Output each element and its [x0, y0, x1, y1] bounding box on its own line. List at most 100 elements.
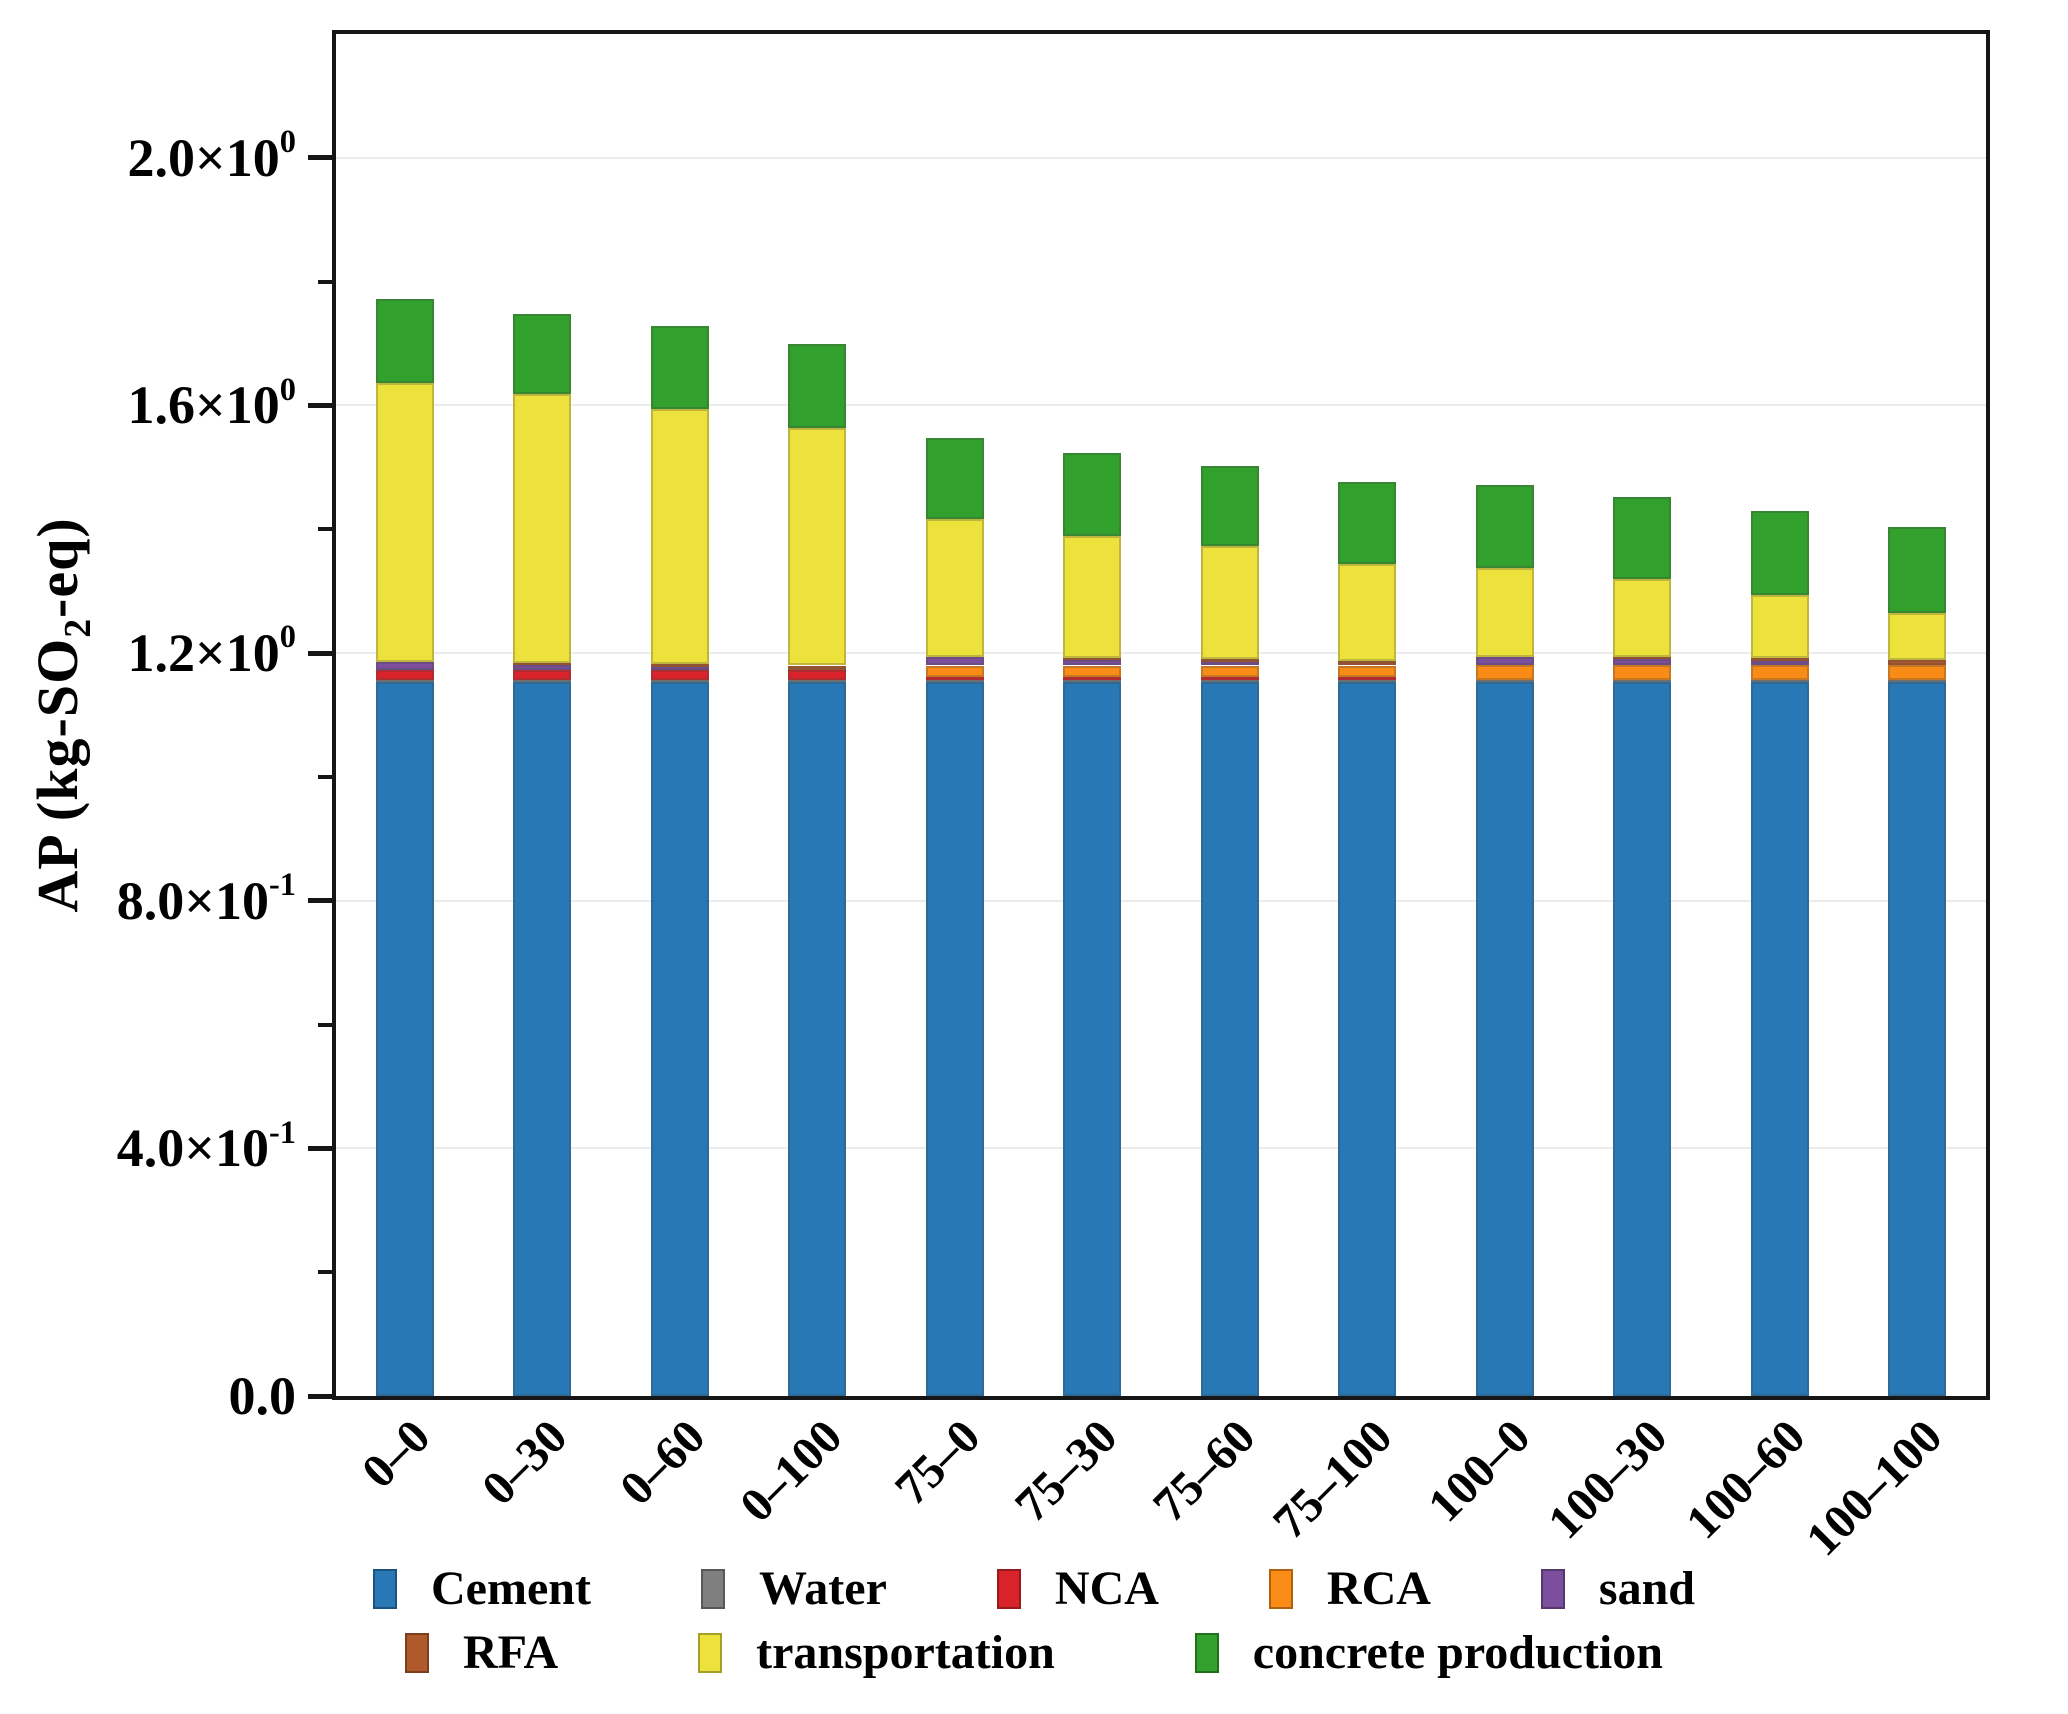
bar-segment-cement — [1338, 681, 1397, 1396]
bar-segment-cement — [375, 681, 434, 1396]
bar-segment-concrete-production — [1613, 497, 1672, 579]
bar-segment-rca — [1613, 664, 1672, 681]
bar-segment-nca — [1200, 677, 1259, 681]
legend: Cement Water NCA RCA sand RFA transportation co… — [0, 1565, 2068, 1677]
bar-segment-concrete-production — [1888, 526, 1947, 613]
legend-label: RFA — [463, 1626, 559, 1679]
bar-segment-sand — [375, 662, 434, 671]
bar-segment-concrete-production — [650, 326, 709, 409]
rca-swatch-icon — [1268, 1569, 1293, 1609]
bar-segment-concrete-production — [1475, 485, 1534, 568]
x-tick-label: 0–60 — [609, 1409, 716, 1516]
bar-segment-rca — [925, 665, 984, 678]
y-minor-tick — [318, 527, 332, 532]
y-tick-label: 1.2×100 — [127, 619, 296, 684]
x-tick-label: 75–100 — [1263, 1409, 1403, 1550]
bar-segment-transportation — [375, 382, 434, 663]
legend-item-transportation: transportation — [698, 1629, 1055, 1677]
bar-segment-rca — [1200, 665, 1259, 678]
bar-segment-transportation — [1338, 563, 1397, 661]
bar-segment-water — [513, 680, 572, 682]
bar-segment-sand — [1475, 656, 1534, 665]
bar-segment-water — [1475, 680, 1534, 682]
x-tick-label: 100–0 — [1417, 1409, 1541, 1533]
legend-row: Cement Water NCA RCA sand — [373, 1565, 1695, 1613]
bar-segment-cement — [1750, 681, 1809, 1396]
legend-item-water: Water — [700, 1565, 887, 1613]
legend-item-rca: RCA — [1268, 1562, 1431, 1615]
bar-segment-cement — [1200, 681, 1259, 1396]
bar-segment-cement — [650, 681, 709, 1396]
bar-segment-water — [1613, 680, 1672, 682]
bar-segment-transportation — [513, 393, 572, 663]
bar-segment-water — [1750, 680, 1809, 682]
bar-segment-concrete-production — [1750, 511, 1809, 595]
legend-label: RCA — [1326, 1562, 1431, 1615]
y-major-tick — [308, 155, 332, 161]
bar-segment-cement — [1475, 681, 1534, 1396]
bar-segment-water — [1888, 680, 1947, 682]
bar-segment-transportation — [1750, 594, 1809, 659]
bar-segment-sand — [650, 666, 709, 671]
y-tick-label: 2.0×100 — [127, 123, 296, 188]
bar-segment-water — [375, 680, 434, 682]
bar-segment-sand — [1200, 661, 1259, 666]
bar-segment-concrete-production — [513, 313, 572, 394]
bar-segment-water — [925, 680, 984, 682]
bar-segment-concrete-production — [1063, 452, 1122, 537]
bar-segment-rfa — [1750, 658, 1809, 662]
bar-segment-nca — [788, 670, 847, 681]
bar-segment-concrete-production — [1338, 482, 1397, 564]
gridline — [336, 899, 1986, 902]
gridline — [336, 1147, 1986, 1150]
y-major-tick — [308, 1145, 332, 1151]
y-tick-label: 8.0×10-1 — [116, 866, 296, 931]
x-tick-label: 100–100 — [1796, 1409, 1953, 1567]
x-tick-label: 75–0 — [884, 1409, 991, 1516]
y-axis-title-subscript: 2 — [56, 617, 99, 638]
y-axis-title: AP (kg-SO2-eq) — [24, 517, 100, 912]
bar-segment-rca — [1888, 664, 1947, 681]
bar-segment-water — [650, 680, 709, 682]
bar-segment-transportation — [1063, 536, 1122, 659]
gridline — [336, 652, 1986, 655]
bar-segment-transportation — [1613, 578, 1672, 658]
bar-segment-cement — [925, 681, 984, 1396]
bar-segment-nca — [925, 677, 984, 681]
bar-segment-sand — [1613, 659, 1672, 665]
x-tick-label: 100–30 — [1538, 1409, 1678, 1550]
concrete-production-swatch-icon — [1194, 1633, 1219, 1673]
bar-segment-cement — [513, 681, 572, 1396]
bar-segment-rfa — [1888, 659, 1947, 665]
bar-segment-sand — [1750, 661, 1809, 665]
y-minor-tick — [318, 279, 332, 284]
x-tick-label: 100–60 — [1675, 1409, 1816, 1550]
bar-segment-rfa — [788, 665, 847, 671]
bar-segment-rfa — [1200, 658, 1259, 662]
legend-label: transportation — [756, 1626, 1055, 1679]
bar-segment-cement — [788, 681, 847, 1396]
bar-segment-concrete-production — [788, 343, 847, 428]
bar-segment-concrete-production — [375, 299, 434, 383]
y-major-tick — [308, 402, 332, 408]
x-tick-label: 0–30 — [472, 1409, 578, 1516]
bar-segment-transportation — [650, 408, 709, 664]
y-minor-tick — [318, 1270, 332, 1275]
y-minor-tick — [318, 774, 332, 779]
bar-segment-transportation — [925, 519, 984, 658]
y-tick-label: 1.6×100 — [127, 371, 296, 436]
rfa-swatch-icon — [405, 1633, 430, 1673]
legend-label: concrete production — [1252, 1626, 1663, 1679]
bar-segment-water — [1338, 680, 1397, 682]
y-minor-tick — [318, 1022, 332, 1027]
x-tick-label: 0–100 — [730, 1409, 853, 1533]
gridline — [336, 156, 1986, 159]
y-axis-title-text: AP (kg-SO — [25, 637, 91, 913]
bar-segment-rca — [1475, 664, 1534, 681]
bar-segment-rfa — [650, 663, 709, 667]
y-major-tick — [308, 1393, 332, 1399]
bar-segment-transportation — [1888, 612, 1947, 660]
y-major-tick — [308, 650, 332, 656]
bar-segment-nca — [513, 670, 572, 681]
